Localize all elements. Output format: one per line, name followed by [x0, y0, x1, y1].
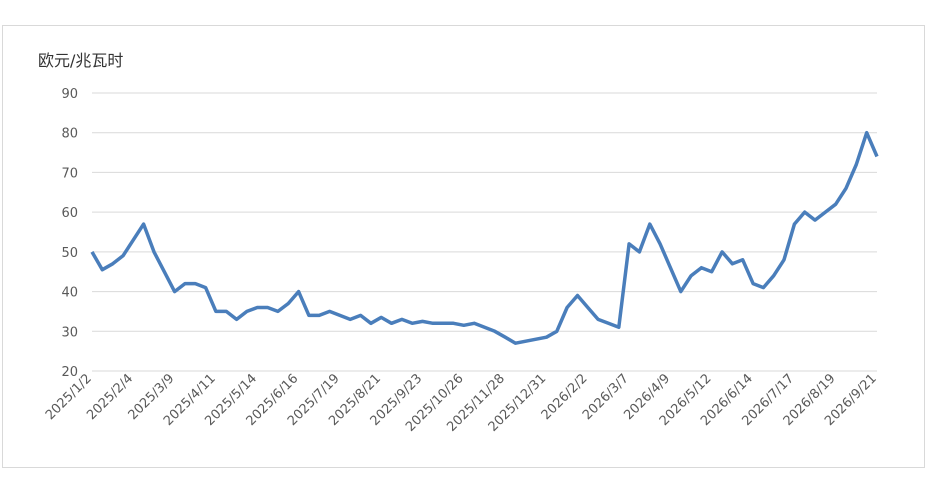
- y-tick-label: 30: [61, 325, 78, 340]
- line-series: [90, 130, 879, 345]
- y-tick-label: 90: [61, 87, 78, 102]
- y-tick-label: 50: [61, 246, 78, 261]
- y-axis-label: 欧元/兆瓦时: [38, 51, 123, 70]
- y-tick-label: 40: [61, 286, 78, 301]
- y-tick-label: 80: [61, 127, 78, 142]
- chart-frame: [2, 25, 925, 468]
- y-tick-label: 20: [61, 365, 78, 380]
- y-tick-label: 70: [61, 166, 78, 181]
- y-tick-label: 60: [61, 206, 78, 221]
